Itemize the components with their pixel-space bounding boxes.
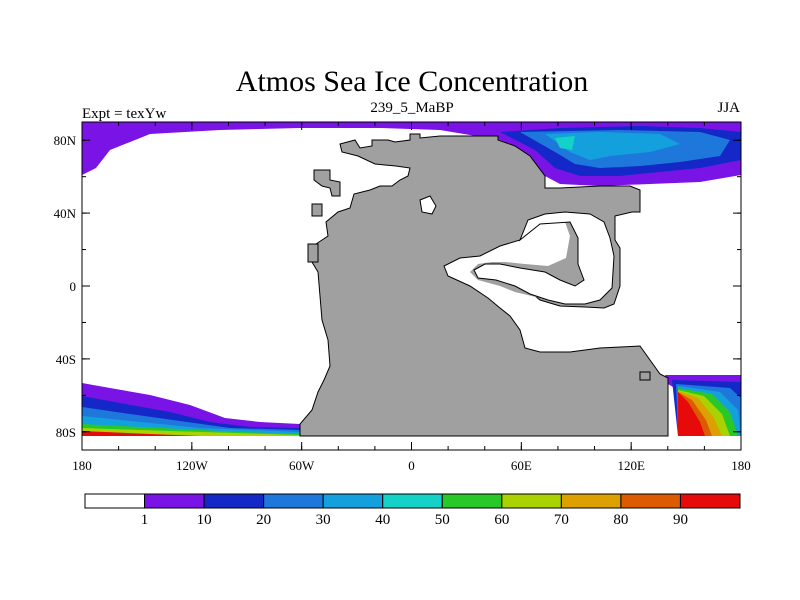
colorbar-label: 1 — [141, 512, 149, 528]
colorbar-swatch — [620, 493, 681, 509]
colorbar-label: 70 — [554, 512, 569, 528]
colorbar-label: 40 — [375, 512, 390, 528]
lon-tick-label: 120E — [617, 458, 645, 473]
colorbar-label: 10 — [197, 512, 212, 528]
sea-ice-north-pacific — [82, 122, 741, 186]
lat-tick-label: 40N — [54, 206, 77, 221]
experiment-label: Expt = texYw — [82, 106, 166, 122]
lat-tick-label: 80N — [54, 133, 77, 148]
colorbar-swatch — [501, 493, 562, 509]
colorbar-label: 90 — [673, 512, 688, 528]
colorbar-swatch — [203, 493, 265, 509]
colorbar-swatch — [560, 493, 622, 509]
period-label: 239_5_MaBP — [370, 100, 453, 116]
lon-tick-label: 60E — [511, 458, 532, 473]
colorbar: 1 10 20 30 40 50 60 70 80 90 — [84, 493, 741, 528]
colorbar-label: 50 — [435, 512, 450, 528]
lat-tick-label: 0 — [70, 279, 77, 294]
colorbar-swatch — [144, 493, 205, 509]
map-title: Atmos Sea Ice Concentration — [236, 65, 588, 98]
colorbar-swatch — [322, 493, 384, 509]
colorbar-swatch — [441, 493, 503, 509]
lon-tick-label: 180 — [72, 458, 92, 473]
colorbar-swatch — [263, 493, 324, 509]
lat-tick-label: 80S — [56, 425, 76, 440]
island-west-1 — [307, 243, 319, 263]
colorbar-label: 60 — [494, 512, 509, 528]
colorbar-label: 80 — [613, 512, 628, 528]
colorbar-label: 20 — [256, 512, 271, 528]
map-axes: 180 120W 60W 0 60E 120E 180 80N 40N 0 40S 80S — [54, 122, 751, 473]
island-north-2 — [311, 203, 323, 217]
sea-ice-south-pacific-west — [82, 383, 300, 436]
lon-tick-label: 60W — [289, 458, 315, 473]
colorbar-swatch — [84, 493, 146, 509]
colorbar-swatch — [679, 493, 741, 509]
lat-tick-label: 40S — [56, 352, 76, 367]
island-north-1 — [313, 169, 341, 197]
map-panel — [81, 121, 742, 451]
lon-tick-label: 0 — [408, 458, 415, 473]
lon-tick-label: 180 — [731, 458, 751, 473]
colorbar-label: 30 — [316, 512, 331, 528]
island-east-1 — [639, 371, 651, 381]
inland-sea — [473, 211, 615, 305]
lon-tick-label: 120W — [176, 458, 209, 473]
colorbar-swatch — [382, 493, 443, 509]
season-label: JJA — [717, 100, 740, 116]
sea-ice-south-pacific-east — [665, 375, 741, 436]
